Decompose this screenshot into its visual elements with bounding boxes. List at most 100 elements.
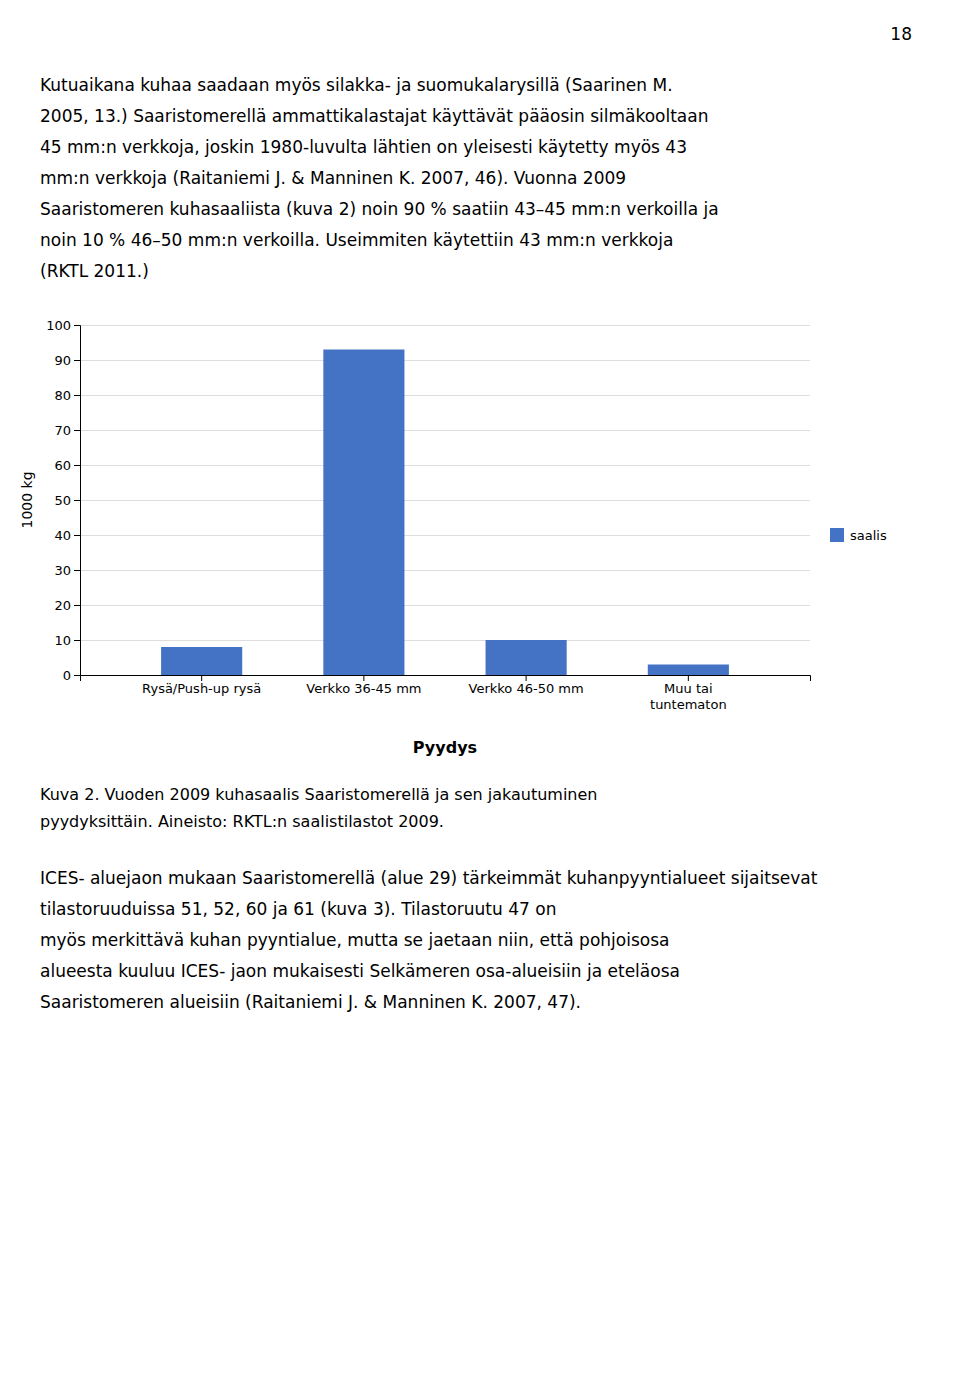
- x-tick: Muu taituntematon: [650, 675, 727, 712]
- y-tick: 70: [54, 423, 80, 438]
- text-line: alueesta kuuluu ICES- jaon mukaisesti Se…: [40, 956, 920, 987]
- y-axis-line: [74, 326, 81, 676]
- y-tick-mark: [74, 325, 80, 326]
- y-tick-mark: [74, 360, 80, 361]
- y-tick-mark: [74, 535, 80, 536]
- grid: [80, 326, 810, 676]
- text-line: 45 mm:n verkkoja, joskin 1980-luvulta lä…: [40, 132, 920, 163]
- x-axis-title: Pyydys: [413, 738, 477, 757]
- grid-tick: [80, 360, 810, 361]
- y-tick-mark: [74, 570, 80, 571]
- legend: saalis: [830, 528, 887, 543]
- text-line: noin 10 % 46–50 mm:n verkoilla. Useimmit…: [40, 225, 920, 256]
- text-line: 2005, 13.) Saaristomerellä ammattikalast…: [40, 101, 920, 132]
- caption: Kuva 2. Vuoden 2009 kuhasaalis Saaristom…: [40, 781, 920, 835]
- bar: [161, 647, 242, 675]
- page: 18 Kutuaikana kuhaa saadaan myös silakka…: [0, 0, 960, 1386]
- x-tick-label: Muu taituntematon: [650, 681, 727, 712]
- grid-line: [80, 570, 810, 571]
- text-line: mm:n verkkoja (Raitaniemi J. & Manninen …: [40, 163, 920, 194]
- text-line: Kuva 2. Vuoden 2009 kuhasaalis Saaristom…: [40, 781, 920, 808]
- bar: [648, 665, 729, 676]
- y-tick-label: 70: [54, 423, 71, 438]
- y-tick: 20: [54, 598, 80, 613]
- x-tick-label: Verkko 36-45 mm: [306, 681, 421, 696]
- grid-line: [80, 430, 810, 431]
- x-tick: Rysä/Push-up rysä: [142, 675, 261, 696]
- grid-line: [80, 465, 810, 466]
- x-tick: Verkko 46-50 mm: [469, 675, 584, 696]
- y-tick: 90: [54, 353, 80, 368]
- y-tick-label: 10: [54, 633, 71, 648]
- grid-tick: [80, 325, 810, 326]
- y-tick: 100: [46, 318, 80, 333]
- y-tick-label: 0: [63, 668, 71, 683]
- y-tick-label: 30: [54, 563, 71, 578]
- plot: 0 10 20 30 40 50 60 70 80 90 100 Rysä/Push-up rysä V…: [46, 318, 810, 712]
- x-axis-line: [81, 676, 811, 682]
- chart: 0 10 20 30 40 50 60 70 80 90 100 Rysä/Push-up rysä V…: [0, 305, 960, 775]
- y-tick: 50: [54, 493, 80, 508]
- text-line: Saaristomeren alueisiin (Raitaniemi J. &…: [40, 987, 920, 1018]
- grid-line: [80, 535, 810, 536]
- y-tick: 0: [63, 668, 80, 683]
- grid-tick: [80, 535, 810, 536]
- text-line: Kutuaikana kuhaa saadaan myös silakka- j…: [40, 70, 920, 101]
- x-tick-label: Rysä/Push-up rysä: [142, 681, 261, 696]
- y-tick: 80: [54, 388, 80, 403]
- grid-tick: [80, 640, 810, 641]
- grid-tick: [80, 465, 810, 466]
- bar: [323, 350, 404, 676]
- x-tick-mark: [201, 675, 202, 681]
- bar: [486, 640, 567, 675]
- text-line: Saaristomeren kuhasaaliista (kuva 2) noi…: [40, 194, 920, 225]
- y-axis-title: 1000 kg: [19, 471, 35, 528]
- text-line: (RKTL 2011.): [40, 256, 920, 287]
- x-tick-mark: [688, 675, 689, 681]
- y-tick-mark: [74, 605, 80, 606]
- y-tick: 40: [54, 528, 80, 543]
- y-axis: 0 10 20 30 40 50 60 70 80 90 100: [46, 318, 80, 683]
- legend-label: saalis: [850, 528, 887, 543]
- text-line: ICES- aluejaon mukaan Saaristomerellä (a…: [40, 863, 920, 925]
- y-tick: 60: [54, 458, 80, 473]
- x-axis: Rysä/Push-up rysä Verkko 36-45 mm Verkko 4…: [81, 675, 811, 712]
- y-tick-mark: [74, 500, 80, 501]
- y-tick-label: 60: [54, 458, 71, 473]
- y-tick: 10: [54, 633, 80, 648]
- bars: [161, 350, 729, 676]
- x-tick: Verkko 36-45 mm: [306, 675, 421, 696]
- text-line: myös merkittävä kuhan pyyntialue, mutta …: [40, 925, 920, 956]
- grid-tick: [80, 605, 810, 606]
- y-tick-label: 20: [54, 598, 71, 613]
- grid-line: [80, 395, 810, 396]
- y-tick-mark: [74, 675, 80, 676]
- text-line: pyydyksittäin. Aineisto: RKTL:n saalisti…: [40, 808, 920, 835]
- grid-tick: [80, 570, 810, 571]
- paragraph: ICES- aluejaon mukaan Saaristomerellä (a…: [40, 863, 920, 1018]
- y-tick-mark: [74, 430, 80, 431]
- x-tick-mark: [363, 675, 364, 681]
- legend-swatch: [830, 528, 844, 542]
- y-tick-mark: [74, 465, 80, 466]
- grid-tick: [80, 500, 810, 501]
- y-tick-mark: [74, 640, 80, 641]
- grid-line: [80, 605, 810, 606]
- x-tick-label: Verkko 46-50 mm: [469, 681, 584, 696]
- y-tick-mark: [74, 395, 80, 396]
- y-tick-label: 100: [46, 318, 71, 333]
- grid-tick: [80, 430, 810, 431]
- y-tick-label: 40: [54, 528, 71, 543]
- paragraph: Kutuaikana kuhaa saadaan myös silakka- j…: [40, 0, 920, 287]
- y-tick-label: 50: [54, 493, 71, 508]
- grid-line: [80, 640, 810, 641]
- page-number: 18: [890, 24, 912, 44]
- y-tick: 30: [54, 563, 80, 578]
- grid-tick: [80, 395, 810, 396]
- grid-line: [80, 325, 810, 326]
- legend-item: saalis: [830, 528, 887, 543]
- y-tick-label: 80: [54, 388, 71, 403]
- grid-line: [80, 360, 810, 361]
- x-tick-mark: [526, 675, 527, 681]
- grid-line: [80, 500, 810, 501]
